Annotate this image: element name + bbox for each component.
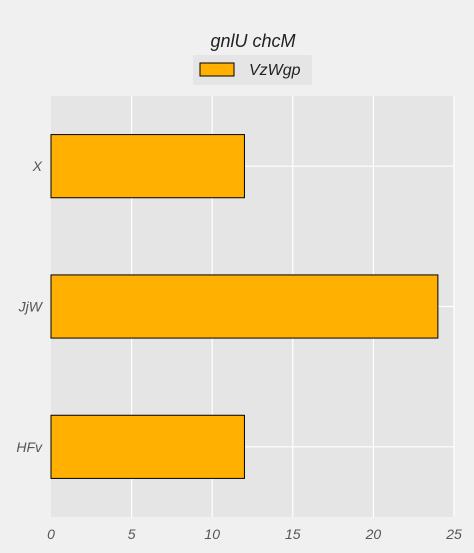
bars [50,134,439,479]
x-tick-label-3: 15 [285,526,301,542]
bar-HFv [50,414,245,479]
x-tick-label-5: 25 [445,526,462,542]
y-tick-label-1: JjW [18,299,44,315]
x-tick-label-2: 10 [204,526,220,542]
legend-label-series: VzWgp [249,62,301,79]
x-tick-label-1: 5 [128,526,136,542]
bar-JjW [50,274,439,339]
legend: VzWgp [193,55,312,85]
y-tick-label-2: HFv [16,439,43,455]
x-tick-label-4: 20 [365,526,382,542]
chart-title: gnlU chcM [210,31,295,51]
bar-X [50,134,245,199]
y-tick-label-0: X [32,158,43,174]
y-axis-ticks: X JjW HFv [16,158,43,455]
x-axis-ticks: 0 5 10 15 20 25 [47,526,462,542]
legend-swatch [199,62,235,77]
x-tick-label-0: 0 [47,526,55,542]
